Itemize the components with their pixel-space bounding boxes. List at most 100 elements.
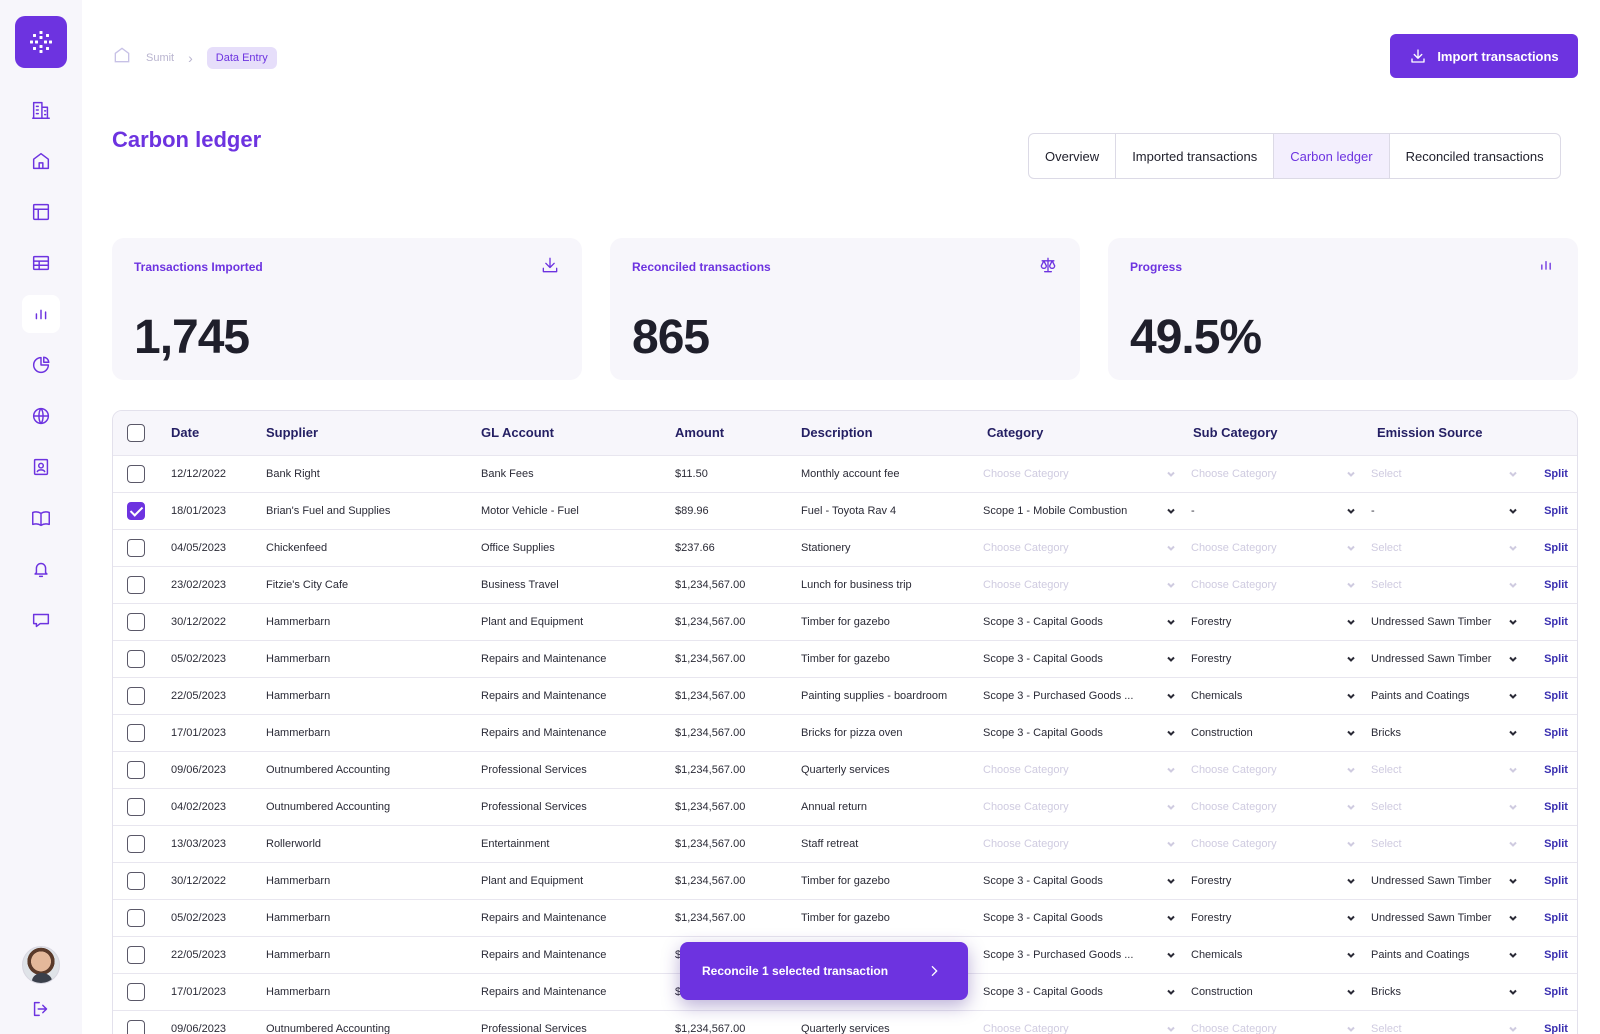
breadcrumb-root[interactable]: Sumit	[146, 51, 175, 64]
emission-source-select[interactable]: Paints and Coatings	[1371, 690, 1533, 702]
split-link[interactable]: Split	[1544, 911, 1568, 924]
sidebar-item-analytics[interactable]	[22, 295, 60, 333]
split-link[interactable]: Split	[1544, 874, 1568, 887]
table-row[interactable]: 04/02/2023 Outnumbered Accounting Professi…	[113, 788, 1577, 825]
emission-source-select[interactable]: Undressed Sawn Timber	[1371, 912, 1533, 924]
column-header-category[interactable]: Category	[987, 425, 1044, 441]
column-header-description[interactable]: Description	[801, 425, 873, 441]
table-row[interactable]: 30/12/2022 Hammerbarn Plant and Equipment $…	[113, 862, 1577, 899]
table-row[interactable]: 23/02/2023 Fitzie's City Cafe Business Tra…	[113, 566, 1577, 603]
reconcile-selected-button[interactable]: Reconcile 1 selected transaction	[680, 942, 968, 1000]
row-checkbox[interactable]	[127, 538, 145, 557]
split-link[interactable]: Split	[1544, 800, 1568, 813]
sub-category-select[interactable]: Choose Category	[1191, 764, 1371, 776]
sub-category-select[interactable]: Chemicals	[1191, 690, 1371, 702]
category-select[interactable]: Scope 3 - Capital Goods	[983, 653, 1191, 665]
sidebar-item-contacts[interactable]	[22, 448, 60, 486]
table-row[interactable]: 09/06/2023 Outnumbered Accounting Professi…	[113, 751, 1577, 788]
column-header-date[interactable]: Date	[171, 425, 200, 441]
split-link[interactable]: Split	[1544, 837, 1568, 850]
row-checkbox[interactable]	[127, 908, 145, 927]
sidebar-item-company[interactable]	[22, 91, 60, 129]
sub-category-select[interactable]: Choose Category	[1191, 579, 1371, 591]
split-link[interactable]: Split	[1544, 763, 1568, 776]
row-checkbox[interactable]	[127, 871, 145, 890]
table-row[interactable]: 09/06/2023 Outnumbered Accounting Professi…	[113, 1010, 1577, 1034]
column-header-amount[interactable]: Amount	[675, 425, 725, 441]
tab-imported-transactions[interactable]: Imported transactions	[1116, 134, 1275, 178]
sub-category-select[interactable]: Forestry	[1191, 875, 1371, 887]
table-row[interactable]: 05/02/2023 Hammerbarn Repairs and Maintena…	[113, 899, 1577, 936]
row-checkbox[interactable]	[127, 612, 145, 631]
row-checkbox[interactable]	[127, 649, 145, 668]
category-select[interactable]: Scope 3 - Purchased Goods ...	[983, 949, 1191, 961]
sub-category-select[interactable]: Forestry	[1191, 616, 1371, 628]
emission-source-select[interactable]: Select	[1371, 468, 1533, 480]
row-checkbox[interactable]	[127, 501, 145, 520]
tab-reconciled-transactions[interactable]: Reconciled transactions	[1405, 148, 1544, 164]
table-row[interactable]: 17/01/2023 Hammerbarn Repairs and Maintena…	[113, 714, 1577, 751]
table-row[interactable]: 18/01/2023 Brian's Fuel and Supplies Motor…	[113, 492, 1577, 529]
table-row[interactable]: 22/05/2023 Hammerbarn Repairs and Maintena…	[113, 936, 1577, 973]
split-link[interactable]: Split	[1544, 985, 1568, 998]
row-checkbox[interactable]	[127, 464, 145, 483]
sub-category-select[interactable]: Choose Category	[1191, 542, 1371, 554]
split-link[interactable]: Split	[1544, 504, 1568, 517]
sub-category-select[interactable]: Chemicals	[1191, 949, 1371, 961]
breadcrumb-home[interactable]	[112, 45, 132, 70]
split-link[interactable]: Split	[1544, 726, 1568, 739]
row-checkbox[interactable]	[127, 575, 145, 594]
table-row[interactable]: 22/05/2023 Hammerbarn Repairs and Maintena…	[113, 677, 1577, 714]
category-select[interactable]: Scope 3 - Capital Goods	[983, 616, 1191, 628]
emission-source-select[interactable]: Undressed Sawn Timber	[1371, 875, 1533, 887]
category-select[interactable]: Choose Category	[983, 542, 1191, 554]
sub-category-select[interactable]: Construction	[1191, 986, 1371, 998]
sidebar-item-notifications[interactable]	[22, 550, 60, 588]
sub-category-select[interactable]: Choose Category	[1191, 801, 1371, 813]
emission-source-select[interactable]: Undressed Sawn Timber	[1371, 653, 1533, 665]
column-header-supplier[interactable]: Supplier	[266, 425, 319, 441]
table-row[interactable]: 30/12/2022 Hammerbarn Plant and Equipment $…	[113, 603, 1577, 640]
logout-button[interactable]	[22, 990, 60, 1028]
split-link[interactable]: Split	[1544, 689, 1568, 702]
split-link[interactable]: Split	[1544, 652, 1568, 665]
emission-source-select[interactable]: Select	[1371, 579, 1533, 591]
category-select[interactable]: Scope 1 - Mobile Combustion	[983, 505, 1191, 517]
sidebar-item-globe[interactable]	[22, 397, 60, 435]
category-select[interactable]: Choose Category	[983, 801, 1191, 813]
split-link[interactable]: Split	[1544, 578, 1568, 591]
emission-source-select[interactable]: Select	[1371, 801, 1533, 813]
sub-category-select[interactable]: Forestry	[1191, 912, 1371, 924]
sub-category-select[interactable]: Forestry	[1191, 653, 1371, 665]
sidebar-item-layout[interactable]	[22, 193, 60, 231]
sidebar-item-reports[interactable]	[22, 346, 60, 384]
sidebar-item-library[interactable]	[22, 499, 60, 537]
table-row[interactable]: 05/02/2023 Hammerbarn Repairs and Maintena…	[113, 640, 1577, 677]
row-checkbox[interactable]	[127, 982, 145, 1001]
emission-source-select[interactable]: Select	[1371, 542, 1533, 554]
category-select[interactable]: Choose Category	[983, 838, 1191, 850]
table-row[interactable]: 04/05/2023 Chickenfeed Office Supplies $237…	[113, 529, 1577, 566]
emission-source-select[interactable]: Undressed Sawn Timber	[1371, 616, 1533, 628]
category-select[interactable]: Scope 3 - Purchased Goods ...	[983, 690, 1191, 702]
tab-carbon-ledger[interactable]: Carbon ledger	[1274, 134, 1390, 178]
category-select[interactable]: Scope 3 - Capital Goods	[983, 912, 1191, 924]
sub-category-select[interactable]: Choose Category	[1191, 838, 1371, 850]
emission-source-select[interactable]: Paints and Coatings	[1371, 949, 1533, 961]
split-link[interactable]: Split	[1544, 1022, 1568, 1034]
category-select[interactable]: Choose Category	[983, 468, 1191, 480]
emission-source-select[interactable]: Select	[1371, 764, 1533, 776]
emission-source-select[interactable]: Select	[1371, 1023, 1533, 1034]
app-logo[interactable]	[15, 16, 67, 68]
column-header-gl-account[interactable]: GL Account	[481, 425, 554, 441]
select-all-checkbox[interactable]	[127, 423, 145, 442]
sub-category-select[interactable]: -	[1191, 505, 1371, 517]
sub-category-select[interactable]: Construction	[1191, 727, 1371, 739]
row-checkbox[interactable]	[127, 723, 145, 742]
row-checkbox[interactable]	[127, 797, 145, 816]
emission-source-select[interactable]: Bricks	[1371, 986, 1533, 998]
row-checkbox[interactable]	[127, 945, 145, 964]
category-select[interactable]: Choose Category	[983, 1023, 1191, 1034]
emission-source-select[interactable]: Bricks	[1371, 727, 1533, 739]
sidebar-item-home[interactable]	[22, 142, 60, 180]
